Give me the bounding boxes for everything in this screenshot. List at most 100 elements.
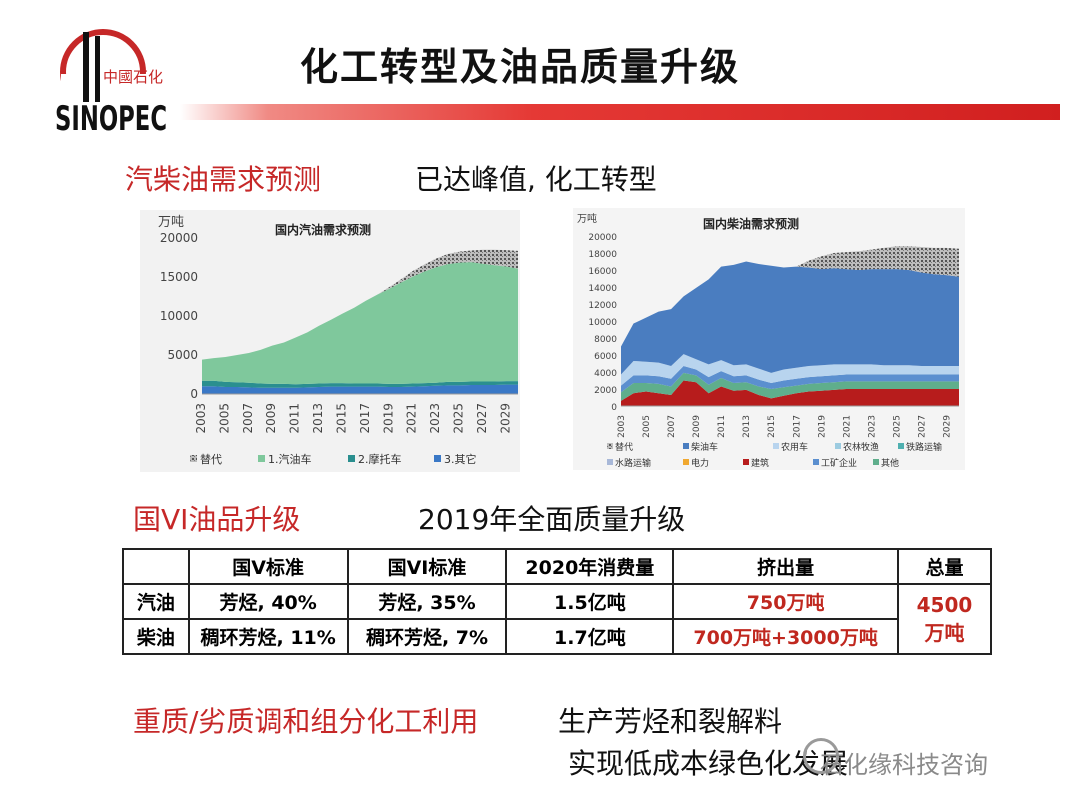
table-cell: 芳烃, 40%	[187, 583, 349, 620]
watermark-text: 石化缘科技咨询	[820, 751, 988, 779]
legend-swatch	[898, 443, 904, 449]
x-tick-label: 2025	[892, 415, 902, 438]
legend-swatch	[773, 443, 779, 449]
y-axis-label: 万吨	[158, 215, 184, 230]
x-tick-label: 2007	[241, 403, 255, 434]
table-cell: 1.5亿吨	[505, 583, 675, 620]
x-tick-label: 2021	[405, 403, 419, 434]
legend-swatch	[683, 459, 689, 465]
diesel-demand-chart: 国内柴油需求预测 万吨 0 2000 4000 6000 8000 10000 12000 140…	[573, 208, 965, 470]
y-tick-label: 15000	[160, 270, 198, 284]
y-tick-label: 4000	[594, 369, 617, 379]
table-cell: 1.7亿吨	[505, 618, 675, 655]
table-cell-squeeze: 700万吨+3000万吨	[672, 618, 899, 655]
y-tick-label: 6000	[594, 352, 617, 362]
legend-swatch	[258, 455, 265, 462]
table-cell-squeeze: 750万吨	[672, 583, 899, 620]
gasoline-demand-chart: 国内汽油需求预测 万吨 0 5000 10000 15000 20000 2003 2005 20…	[140, 210, 520, 472]
x-tick-label: 2015	[767, 415, 777, 438]
x-tick-label: 2027	[917, 415, 927, 438]
y-tick-label: 20000	[160, 231, 198, 245]
table-cell: 芳烃, 35%	[346, 583, 508, 620]
legend-label: 电力	[691, 457, 709, 469]
y-axis-label: 万吨	[577, 212, 597, 225]
x-tick-label: 2003	[194, 403, 208, 434]
wechat-icon	[803, 738, 839, 774]
legend-swatch	[813, 459, 819, 465]
x-tick-label: 2013	[311, 403, 325, 434]
legend-swatch	[190, 455, 197, 462]
y-tick-label: 10000	[160, 309, 198, 323]
section-guo6-subheading: 2019年全面质量升级	[418, 503, 686, 536]
series-area-2	[202, 262, 518, 385]
table-header-cell	[122, 548, 190, 585]
legend-label: 铁路运输	[906, 441, 942, 453]
table-row: 柴油 稠环芳烃, 11% 稠环芳烃, 7% 1.7亿吨 700万吨+3000万吨	[122, 618, 991, 655]
title-underline-bar	[180, 104, 1060, 120]
sinopec-logo: 中國石化 SINOPEC	[55, 29, 175, 134]
y-tick-label: 20000	[588, 233, 617, 243]
x-tick-label: 2027	[475, 403, 489, 434]
legend-swatch	[607, 443, 613, 449]
x-tick-label: 2005	[217, 403, 231, 434]
total-value: 4500	[916, 592, 973, 617]
fuel-standard-table: 国V标准 国VI标准 2020年消费量 挤出量 总量 汽油 芳烃, 40% 芳烃…	[122, 548, 993, 655]
y-tick-label: 0	[190, 387, 198, 401]
x-tick-label: 2003	[617, 415, 627, 438]
legend-swatch	[873, 459, 879, 465]
series-area-4	[621, 261, 959, 375]
page-title: 化工转型及油品质量升级	[300, 45, 741, 89]
x-tick-label: 2019	[817, 415, 827, 438]
section-gas-diesel-subheading: 已达峰值, 化工转型	[415, 163, 657, 196]
legend-label: 工矿企业	[821, 457, 857, 469]
x-tick-label: 2021	[842, 415, 852, 438]
section-heavy-oil-heading: 重质/劣质调和组分化工利用	[133, 705, 479, 738]
x-tick-label: 2011	[717, 415, 727, 438]
x-tick-label: 2011	[288, 403, 302, 434]
section-heavy-oil-line1: 生产芳烃和裂解料	[558, 705, 783, 738]
section-heavy-oil-line2: 实现低成本绿色化发展	[568, 747, 849, 780]
y-tick-label: 0	[611, 403, 617, 413]
y-tick-label: 18000	[588, 250, 617, 260]
x-tick-label: 2017	[792, 415, 802, 438]
legend-label: 水路运输	[615, 457, 651, 469]
section-guo6-heading: 国VI油品升级	[133, 503, 301, 536]
series-area-2	[621, 366, 959, 393]
table-cell: 稠环芳烃, 7%	[346, 618, 508, 655]
table-row: 汽油 芳烃, 40% 芳烃, 35% 1.5亿吨 750万吨 4500 万吨	[122, 583, 993, 655]
series-area-5	[621, 246, 959, 347]
legend-label: 柴油车	[691, 441, 718, 453]
legend-label: 替代	[615, 441, 633, 453]
table-header-cell: 国VI标准	[346, 548, 508, 585]
legend-label: 1.汽油车	[268, 452, 312, 466]
y-tick-label: 10000	[588, 318, 617, 328]
chart-title: 国内汽油需求预测	[275, 222, 371, 237]
x-tick-label: 2025	[451, 403, 465, 434]
chart-title: 国内柴油需求预测	[703, 216, 799, 231]
y-tick-label: 5000	[167, 348, 198, 362]
table-cell-fuel: 柴油	[122, 618, 190, 655]
legend-label: 农林牧渔	[843, 441, 879, 453]
legend-label: 其他	[881, 457, 899, 469]
series-area-3	[621, 354, 959, 386]
x-tick-label: 2015	[334, 403, 348, 434]
series-area-1	[202, 380, 518, 388]
gasoline-chart-svg: 国内汽油需求预测 万吨 0 5000 10000 15000 20000 2003 2005 20…	[158, 215, 518, 466]
series-area-0	[621, 380, 959, 406]
total-unit: 万吨	[924, 620, 965, 645]
y-tick-label: 2000	[594, 386, 617, 396]
legend-swatch	[683, 443, 689, 449]
x-tick-label: 2023	[867, 415, 877, 438]
x-tick-label: 2017	[358, 403, 372, 434]
table-cell: 稠环芳烃, 11%	[187, 618, 349, 655]
table-header-cell: 挤出量	[672, 548, 899, 585]
x-tick-label: 2023	[428, 403, 442, 434]
y-tick-label: 16000	[588, 267, 617, 277]
x-tick-label: 2007	[667, 415, 677, 438]
y-tick-label: 8000	[594, 335, 617, 345]
table-header-row: 国V标准 国VI标准 2020年消费量 挤出量 总量	[122, 548, 993, 585]
table-header-cell: 2020年消费量	[505, 548, 675, 585]
legend-label: 农用车	[781, 441, 808, 453]
section-gas-diesel-heading: 汽柴油需求预测	[125, 163, 322, 196]
table-cell-total: 4500 万吨	[896, 583, 993, 655]
